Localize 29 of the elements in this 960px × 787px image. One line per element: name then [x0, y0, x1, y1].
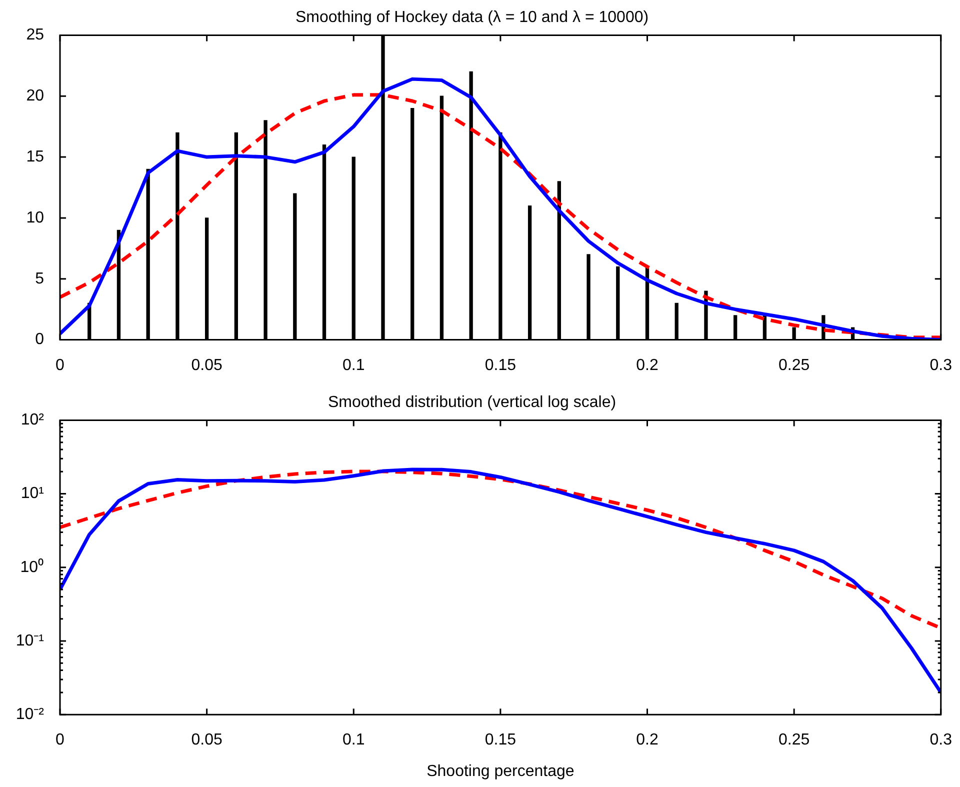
y-tick-label: 25: [26, 26, 44, 44]
x-tick-label: 0.2: [636, 356, 658, 374]
y-tick-label: 10⁻¹: [16, 632, 44, 650]
y-tick-label: 10¹: [20, 485, 44, 502]
x-tick-label: 0.1: [342, 732, 365, 749]
x-tick-label: 0.25: [778, 356, 810, 374]
line-series: [60, 470, 941, 630]
x-tick-label: 0.05: [191, 732, 222, 749]
x-tick-label: 0.25: [778, 732, 810, 749]
y-tick-label: 10²: [20, 412, 45, 429]
x-tick-label: 0.15: [484, 732, 516, 749]
y-tick-label: 0: [35, 331, 44, 348]
x-tick-label: 0.3: [930, 732, 952, 749]
x-tick-label: 0.3: [930, 356, 952, 374]
chart-title: Smoothed distribution (vertical log scale): [328, 394, 616, 412]
x-tick-label: 0.15: [484, 356, 516, 374]
x-tick-label: 0.05: [191, 356, 222, 374]
y-tick-label: 10⁻²: [16, 706, 45, 724]
x-tick-label: 0: [56, 732, 65, 749]
x-tick-label: 0: [56, 356, 65, 374]
x-tick-label: 0.2: [636, 732, 658, 749]
y-tick-label: 10: [26, 209, 44, 226]
x-tick-label: 0.1: [342, 356, 365, 374]
y-tick-label: 15: [26, 148, 44, 166]
y-tick-label: 5: [35, 270, 44, 288]
chart-title: Smoothing of Hockey data (λ = 10 and λ = 10000): [295, 9, 649, 26]
x-axis-title: Shooting percentage: [426, 762, 574, 780]
y-tick-label: 10⁰: [20, 558, 44, 576]
y-tick-label: 20: [26, 88, 44, 105]
